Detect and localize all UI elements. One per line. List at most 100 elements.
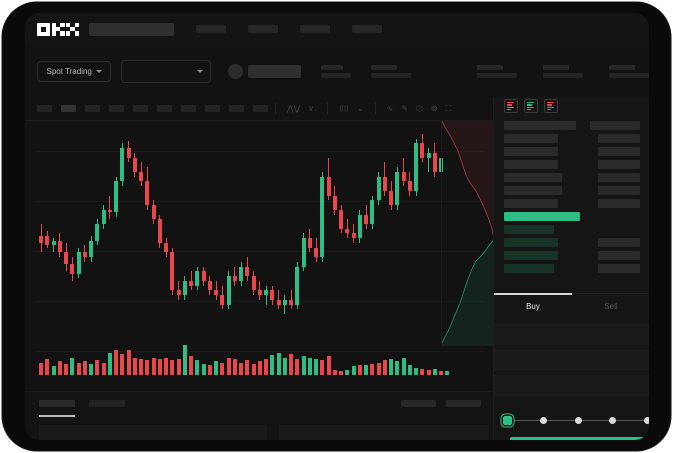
orders-placeholder-1: [39, 425, 267, 440]
timeframe-option-2[interactable]: [85, 105, 100, 112]
orderbook-asks-icon[interactable]: [544, 99, 558, 113]
orders-action-1[interactable]: [401, 400, 436, 407]
orderbook-bids-icon[interactable]: [524, 99, 538, 113]
logo-letter-k: [51, 22, 65, 36]
candle: [120, 129, 125, 319]
orderbook-ask-row[interactable]: [504, 173, 640, 182]
orderbook-rows[interactable]: [504, 121, 640, 277]
logo-letter-o: [37, 22, 50, 36]
orderbook-ask-row[interactable]: [504, 199, 640, 208]
chevron-down-icon[interactable]: ⌄: [356, 103, 364, 113]
compare-icon[interactable]: ⋎.: [308, 103, 317, 113]
orderbook-ask-row[interactable]: [504, 160, 640, 169]
timeframe-option-1[interactable]: [61, 105, 76, 112]
stepper-node-2[interactable]: [574, 416, 582, 424]
primary-cta-button[interactable]: [510, 437, 649, 440]
candle: [395, 129, 400, 319]
timeframe-option-4[interactable]: [133, 105, 148, 112]
volume-bar: [101, 362, 106, 375]
timeframe-option-3[interactable]: [109, 105, 124, 112]
orderbook-bid-row[interactable]: [504, 264, 640, 273]
orderbook-total-bar: [590, 121, 640, 130]
orderbook-size-bar: [504, 173, 562, 182]
candle: [364, 129, 368, 319]
tab-open-orders[interactable]: [39, 400, 75, 407]
tab-buy[interactable]: Buy: [494, 293, 572, 319]
volume-bar: [326, 356, 331, 375]
camera-icon[interactable]: ⬡: [415, 103, 423, 113]
orderbook-both-icon[interactable]: [504, 99, 518, 113]
volume-bar: [257, 361, 262, 375]
market-type-selector[interactable]: Spot Trading: [37, 60, 112, 82]
nav-item-2[interactable]: [248, 25, 278, 33]
volume-bar: [176, 358, 181, 375]
stat-value: [476, 72, 517, 78]
nav-item-3[interactable]: [300, 25, 330, 33]
indicator-icon[interactable]: ⋀⋁: [287, 103, 301, 113]
price-chart[interactable]: [25, 121, 493, 391]
stat-volume: [608, 64, 649, 78]
candlestick-type-icon[interactable]: ⌷⌷: [339, 103, 349, 113]
timeframe-option-6[interactable]: [181, 105, 196, 112]
candle: [301, 129, 306, 319]
orderbook-ask-row[interactable]: [504, 186, 640, 195]
nav-item-4[interactable]: [352, 25, 382, 33]
orderbook-ask-row[interactable]: [504, 121, 640, 130]
candle: [132, 129, 137, 319]
tab-sell[interactable]: Sell: [604, 302, 618, 311]
stepper-node-3[interactable]: [609, 416, 617, 424]
trade-field-price[interactable]: [494, 323, 649, 345]
timeframe-option-0[interactable]: [37, 105, 52, 112]
candle: [239, 129, 243, 319]
line-chart-icon[interactable]: ∿: [386, 103, 394, 113]
orderbook-ask-row[interactable]: [504, 147, 640, 156]
onboarding-stepper[interactable]: [503, 413, 649, 427]
stepper-node-4[interactable]: [644, 416, 649, 424]
orderbook-ask-row[interactable]: [504, 134, 640, 143]
nav-item-1[interactable]: [196, 25, 226, 33]
stepper-node-1[interactable]: [539, 416, 547, 424]
okx-logo[interactable]: [37, 22, 79, 36]
orderbook-bid-row[interactable]: [504, 225, 640, 234]
timeframe-option-5[interactable]: [157, 105, 172, 112]
trading-pair-selector[interactable]: [121, 59, 212, 83]
orders-actions: [401, 400, 481, 407]
candle: [357, 129, 362, 319]
volume-bar: [239, 362, 243, 375]
trade-field-amount[interactable]: [494, 349, 649, 371]
volume-bar: [395, 361, 400, 375]
volume-bar: [164, 357, 168, 375]
market-type-label: Spot Trading: [46, 66, 92, 76]
candle: [95, 129, 100, 319]
candle: [76, 129, 81, 319]
drawing-tools-icon[interactable]: ✎: [401, 103, 408, 113]
depth-ask-line: [442, 121, 493, 237]
volume-bar: [182, 345, 187, 375]
candle: [201, 129, 206, 319]
tab-order-history[interactable]: [89, 400, 125, 407]
candle: [289, 129, 293, 319]
orderbook-last-price-row[interactable]: [504, 212, 640, 221]
volume-bar: [370, 363, 375, 375]
orders-action-2[interactable]: [446, 400, 481, 407]
candle: [426, 129, 431, 319]
candle: [182, 129, 187, 319]
depth-ask-area: [442, 121, 493, 234]
orderbook-bid-row[interactable]: [504, 251, 640, 260]
settings-icon[interactable]: ⊚: [430, 103, 438, 113]
fullscreen-icon[interactable]: ⛶: [445, 103, 452, 113]
depth-chart-overlay: [441, 121, 493, 346]
orderbook-size-bar: [504, 251, 558, 260]
volume-bar: [432, 368, 437, 375]
timeframe-option-9[interactable]: [253, 105, 268, 112]
trade-field-total[interactable]: [494, 375, 649, 397]
stepper-node-0[interactable]: [503, 415, 512, 425]
search-input[interactable]: [89, 22, 174, 36]
volume-bar: [314, 358, 318, 375]
candle: [407, 129, 412, 319]
timeframe-option-8[interactable]: [229, 105, 244, 112]
candle: [101, 129, 106, 319]
orderbook-total-bar: [598, 134, 640, 143]
timeframe-option-7[interactable]: [205, 105, 220, 112]
orderbook-bid-row[interactable]: [504, 238, 640, 247]
